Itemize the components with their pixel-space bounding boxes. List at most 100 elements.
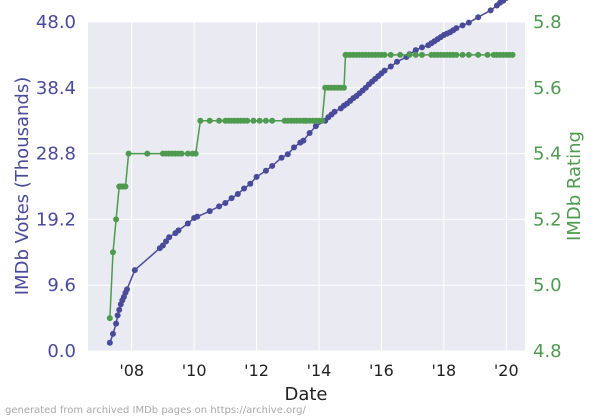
rating-point xyxy=(340,84,347,91)
grid-lines xyxy=(88,21,525,352)
rating-point xyxy=(113,216,120,223)
votes-point xyxy=(504,0,509,2)
rating-point xyxy=(192,150,199,157)
rating-point xyxy=(216,117,223,124)
rating-point xyxy=(106,315,113,322)
votes-point xyxy=(131,267,138,274)
right-tick-label: 5.2 xyxy=(533,209,562,230)
right-tick-label: 5.8 xyxy=(533,12,562,33)
x-tick-label: '14 xyxy=(307,361,332,380)
x-tick-label: '10 xyxy=(182,361,207,380)
x-tick-label: '20 xyxy=(494,361,519,380)
x-tick-label: '18 xyxy=(431,361,456,380)
votes-point xyxy=(241,185,248,192)
rating-point xyxy=(206,117,213,124)
x-tick-label: '16 xyxy=(369,361,394,380)
votes-point xyxy=(412,47,419,54)
rating-point xyxy=(144,150,151,157)
votes-point xyxy=(253,173,260,180)
rating-point xyxy=(418,51,425,58)
axis-ticks: 0.0 9.6 19.2 28.8 38.4 48.0 4.8 5.0 5.2 5.4 5.6 5.8… xyxy=(36,12,562,380)
plot-area xyxy=(88,22,525,351)
votes-point xyxy=(116,306,123,313)
votes-point xyxy=(331,108,338,115)
votes-point xyxy=(206,208,213,215)
x-tick-label: '08 xyxy=(119,361,144,380)
votes-point xyxy=(228,195,235,202)
votes-point xyxy=(159,242,166,249)
rating-point xyxy=(397,51,404,58)
rating-point xyxy=(262,117,269,124)
rating-point xyxy=(406,51,413,58)
votes-point xyxy=(394,58,401,65)
source-credit: generated from archived IMDb pages on ht… xyxy=(5,405,306,416)
right-tick-label: 5.0 xyxy=(533,275,562,296)
votes-point xyxy=(184,220,191,227)
rating-point xyxy=(184,150,191,157)
votes-point xyxy=(247,180,254,187)
votes-point xyxy=(387,63,394,70)
votes-point xyxy=(194,213,201,220)
rating-point xyxy=(122,183,129,190)
votes-point xyxy=(216,203,223,210)
votes-point xyxy=(114,312,121,319)
votes-point xyxy=(175,227,182,234)
votes-point xyxy=(453,25,460,32)
votes-point xyxy=(291,144,298,151)
rating-series xyxy=(106,51,516,322)
votes-point xyxy=(381,67,388,74)
votes-point xyxy=(487,7,494,14)
votes-point xyxy=(500,0,507,4)
left-tick-label: 28.8 xyxy=(36,144,76,165)
votes-point xyxy=(269,162,276,169)
votes-point xyxy=(278,154,285,161)
rating-point xyxy=(109,249,116,256)
right-tick-label: 4.8 xyxy=(533,341,562,362)
votes-point xyxy=(284,151,291,158)
rating-point xyxy=(244,117,251,124)
votes-point xyxy=(306,130,313,137)
rating-point xyxy=(484,51,491,58)
rating-point xyxy=(197,117,204,124)
left-tick-label: 38.4 xyxy=(36,78,76,99)
votes-point xyxy=(234,191,241,198)
x-tick-label: '12 xyxy=(244,361,269,380)
left-tick-label: 19.2 xyxy=(36,209,76,230)
votes-point xyxy=(166,234,173,241)
rating-point xyxy=(125,150,132,157)
rating-point xyxy=(256,117,263,124)
left-tick-label: 9.6 xyxy=(47,275,76,296)
votes-point xyxy=(222,199,229,206)
votes-point xyxy=(465,19,472,26)
rating-point xyxy=(459,51,466,58)
votes-point xyxy=(113,320,120,327)
rating-point xyxy=(319,117,326,124)
votes-point xyxy=(459,22,466,29)
rating-point xyxy=(412,51,419,58)
votes-point xyxy=(106,339,113,346)
votes-point xyxy=(418,44,425,51)
votes-point xyxy=(109,330,116,337)
rating-point xyxy=(250,117,257,124)
rating-point xyxy=(387,51,394,58)
votes-point xyxy=(124,286,131,293)
rating-point xyxy=(381,51,388,58)
left-tick-label: 0.0 xyxy=(47,341,76,362)
right-axis-title: IMDb Rating xyxy=(564,131,585,241)
votes-point xyxy=(262,167,269,174)
votes-series xyxy=(106,0,509,346)
rating-point xyxy=(509,51,516,58)
left-tick-label: 48.0 xyxy=(36,12,76,33)
rating-point xyxy=(475,51,482,58)
rating-point xyxy=(453,51,460,58)
rating-point xyxy=(178,150,185,157)
votes-point xyxy=(300,137,307,144)
votes-point xyxy=(163,238,170,245)
rating-point xyxy=(465,51,472,58)
votes-point xyxy=(312,123,319,130)
x-axis-title: Date xyxy=(284,384,327,405)
right-tick-label: 5.4 xyxy=(533,144,562,165)
rating-point xyxy=(269,117,276,124)
left-axis-title: IMDb Votes (Thousands) xyxy=(12,77,33,296)
